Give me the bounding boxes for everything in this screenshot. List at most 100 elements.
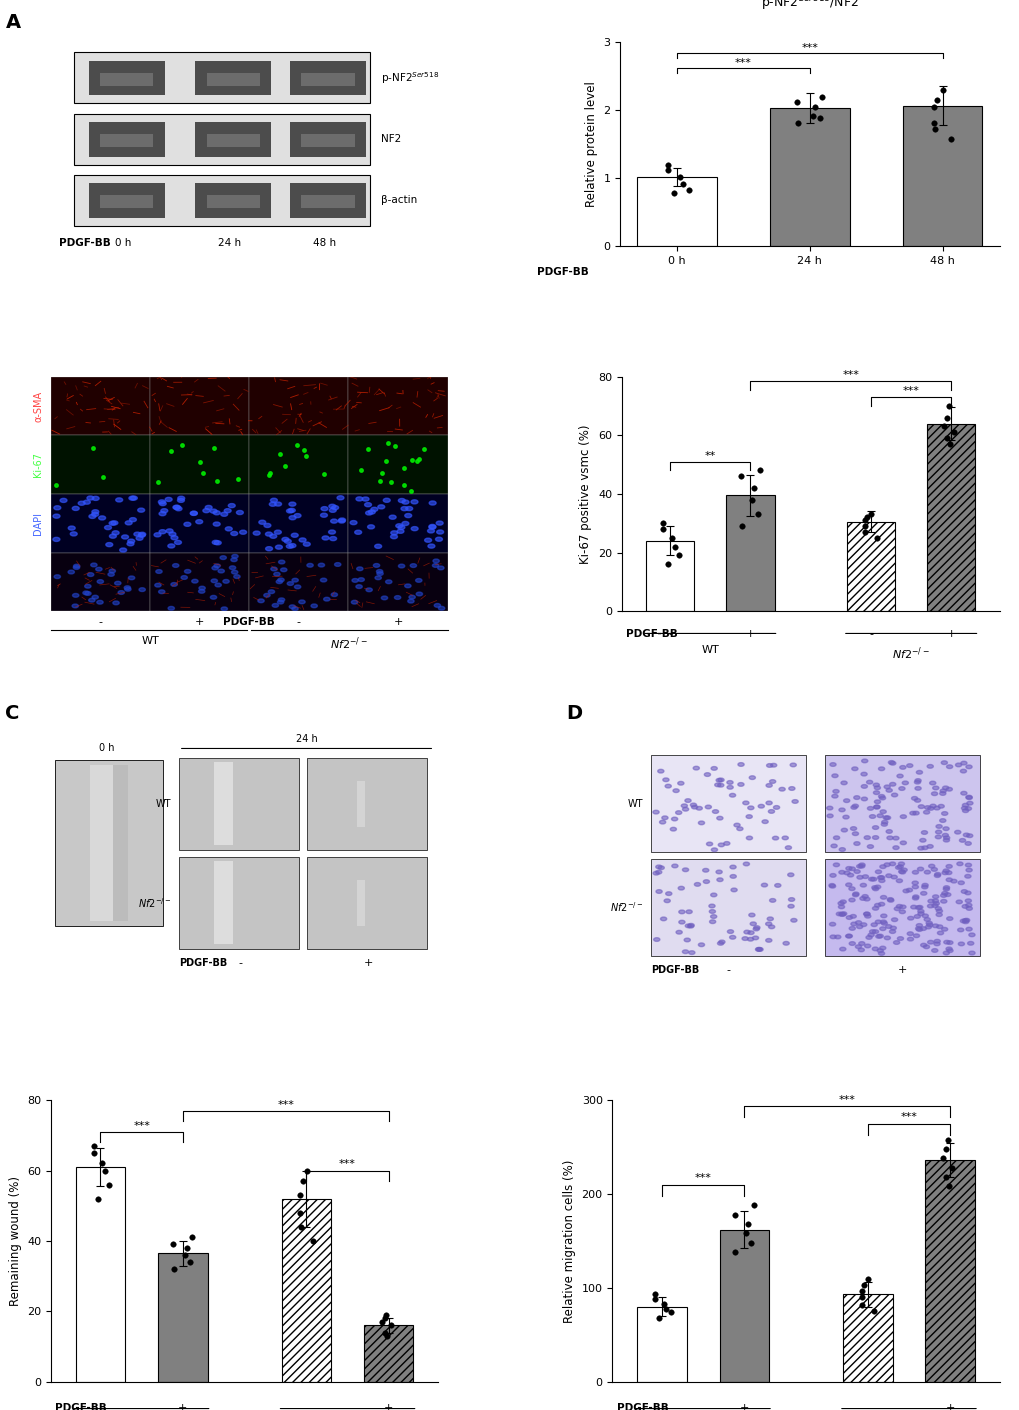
Circle shape: [906, 932, 912, 935]
Circle shape: [727, 785, 733, 790]
Point: [868, 526, 884, 548]
Text: 24 h: 24 h: [218, 238, 240, 248]
Bar: [75, 1167, 125, 1382]
Circle shape: [400, 506, 408, 510]
Circle shape: [870, 877, 876, 881]
Circle shape: [716, 816, 722, 821]
Circle shape: [684, 938, 690, 942]
Bar: [90, 764, 113, 921]
Circle shape: [330, 519, 337, 523]
Circle shape: [350, 520, 357, 525]
Circle shape: [210, 509, 217, 513]
Circle shape: [755, 948, 761, 952]
Circle shape: [111, 520, 118, 525]
Circle shape: [887, 836, 893, 840]
Circle shape: [685, 924, 691, 928]
Circle shape: [687, 925, 693, 928]
Text: β-actin: β-actin: [381, 196, 417, 206]
Circle shape: [192, 580, 198, 584]
Circle shape: [927, 807, 933, 811]
Circle shape: [231, 570, 237, 574]
Circle shape: [841, 828, 847, 832]
Point: [727, 1241, 743, 1263]
Point: [941, 433, 957, 455]
Circle shape: [957, 928, 963, 932]
Circle shape: [89, 515, 96, 519]
Circle shape: [840, 912, 846, 915]
Circle shape: [437, 565, 443, 570]
Bar: [100, 73, 153, 86]
Bar: [650, 859, 805, 956]
Text: ***: ***: [842, 371, 859, 381]
Bar: [51, 553, 150, 611]
Circle shape: [158, 589, 165, 594]
Circle shape: [367, 525, 374, 529]
Circle shape: [385, 580, 391, 584]
Circle shape: [853, 870, 859, 873]
Point: [101, 1173, 117, 1196]
Circle shape: [272, 603, 278, 608]
Circle shape: [743, 862, 749, 866]
Circle shape: [679, 921, 685, 924]
Bar: [289, 61, 366, 96]
Circle shape: [375, 575, 381, 580]
Circle shape: [428, 544, 434, 548]
Circle shape: [273, 572, 280, 577]
Y-axis label: Remaining wound (%): Remaining wound (%): [8, 1176, 21, 1306]
Circle shape: [274, 502, 281, 506]
Circle shape: [867, 933, 873, 936]
Bar: [195, 61, 271, 96]
Circle shape: [833, 790, 839, 794]
Text: 48 h: 48 h: [313, 238, 335, 248]
Circle shape: [955, 763, 961, 767]
Circle shape: [782, 836, 788, 840]
Circle shape: [291, 606, 298, 611]
Circle shape: [128, 575, 135, 580]
Point: [378, 1304, 394, 1327]
Circle shape: [898, 787, 904, 791]
Circle shape: [745, 815, 752, 818]
Circle shape: [159, 502, 166, 506]
Circle shape: [84, 501, 91, 505]
Circle shape: [653, 938, 659, 942]
Circle shape: [865, 936, 871, 939]
Circle shape: [876, 935, 882, 938]
Circle shape: [239, 530, 247, 534]
Circle shape: [224, 509, 231, 513]
Circle shape: [838, 901, 844, 905]
Circle shape: [944, 893, 950, 897]
Circle shape: [856, 876, 862, 880]
Bar: [73, 175, 369, 226]
Circle shape: [964, 874, 970, 878]
Circle shape: [910, 905, 916, 909]
Circle shape: [931, 924, 937, 928]
Bar: [281, 1198, 331, 1382]
Circle shape: [871, 887, 877, 891]
Circle shape: [329, 537, 336, 540]
Circle shape: [907, 938, 913, 940]
Circle shape: [964, 807, 970, 811]
Point: [745, 1194, 761, 1217]
Point: [94, 1152, 110, 1175]
Text: -: -: [726, 964, 730, 976]
Circle shape: [911, 870, 918, 874]
Circle shape: [943, 836, 949, 840]
Circle shape: [406, 506, 413, 510]
Circle shape: [863, 912, 869, 916]
Point: [654, 512, 671, 534]
Circle shape: [923, 870, 929, 874]
Point: [938, 427, 955, 450]
Circle shape: [765, 922, 771, 926]
Circle shape: [174, 540, 181, 544]
Circle shape: [159, 512, 166, 516]
Circle shape: [716, 878, 722, 881]
Circle shape: [760, 883, 767, 887]
Circle shape: [871, 907, 877, 911]
Bar: [307, 857, 426, 949]
Circle shape: [757, 804, 763, 808]
Circle shape: [96, 567, 102, 571]
Circle shape: [336, 496, 343, 499]
Text: WT: WT: [628, 799, 643, 809]
Circle shape: [828, 884, 835, 887]
Text: $Nf2^{-/-}$: $Nf2^{-/-}$: [138, 895, 171, 909]
